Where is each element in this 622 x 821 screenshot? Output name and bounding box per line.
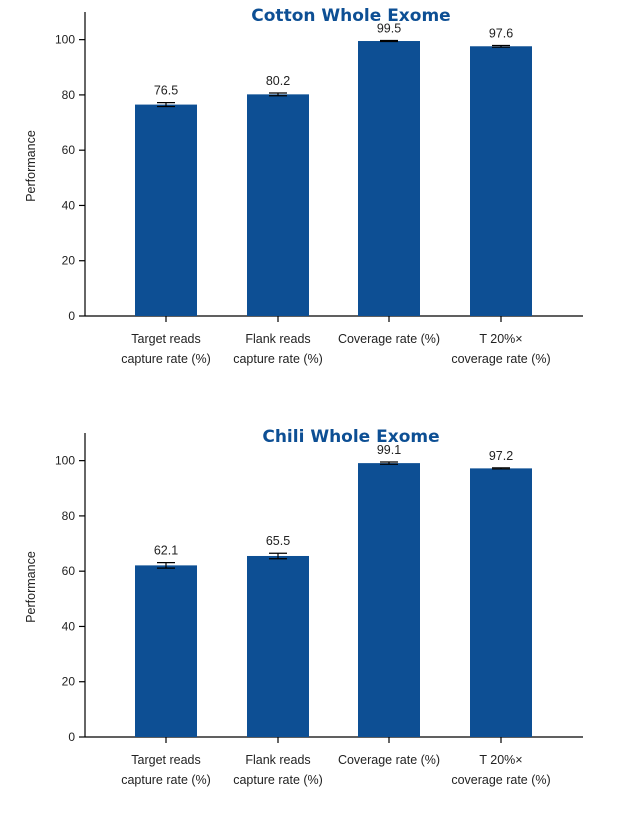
data-label: 97.6 [489,26,513,40]
x-tick-label-line: Coverage rate (%) [338,753,440,767]
y-tick-label: 40 [62,198,76,212]
y-tick-label: 60 [62,564,76,578]
y-tick-label: 60 [62,143,76,157]
x-tick-label-line: T 20%× [479,332,522,346]
data-label: 76.5 [154,84,178,98]
y-axis-label: Performance [24,130,38,202]
x-tick-label: Coverage rate (%) [338,753,440,767]
bar [247,555,309,737]
cotton-exome-chart: Cotton Whole Exome 0 20 40 60 80 100 Performanc… [24,6,583,366]
x-tick-label-line: coverage rate (%) [451,352,550,366]
y-tick-label: 0 [68,730,75,744]
y-tick-label: 80 [62,88,76,102]
bar [470,46,532,316]
x-tick-label-line: capture rate (%) [121,773,211,787]
x-tick-label-line: capture rate (%) [233,352,323,366]
chart-title: Chili Whole Exome [262,427,439,447]
data-label: 62.1 [154,544,178,558]
x-tick-label-line: Flank reads [245,332,310,346]
x-tick-label-line: Flank reads [245,753,310,767]
y-tick-label: 40 [62,619,76,633]
chili-exome-chart: Chili Whole Exome 0 20 40 60 80 100 Performance… [24,427,583,787]
x-tick-label-line: T 20%× [479,753,522,767]
y-tick-label: 20 [62,254,76,268]
data-label: 99.5 [377,21,401,35]
y-tick-label: 100 [55,33,75,47]
bar [135,565,197,737]
x-tick-label: T 20%× coverage rate (%) [451,753,550,787]
x-tick-label-line: Target reads [131,753,200,767]
chart-title: Cotton Whole Exome [251,6,450,26]
bar [135,104,197,316]
data-label: 99.1 [377,443,401,457]
data-label: 97.2 [489,449,513,463]
x-tick-label: Target reads capture rate (%) [121,332,211,366]
x-tick-label: Target reads capture rate (%) [121,753,211,787]
bar [247,94,309,317]
bar [358,463,420,737]
y-tick-label: 80 [62,509,76,523]
x-tick-label-line: Coverage rate (%) [338,332,440,346]
x-tick-label-line: Target reads [131,332,200,346]
y-tick-label: 0 [68,309,75,323]
chart-panel-chili: Chili Whole Exome 0 20 40 60 80 100 Performance… [0,421,622,821]
y-tick-label: 20 [62,675,76,689]
x-tick-label: Flank reads capture rate (%) [233,332,323,366]
x-tick-label: T 20%× coverage rate (%) [451,332,550,366]
y-axis-label: Performance [24,551,38,623]
x-tick-label: Flank reads capture rate (%) [233,753,323,787]
x-tick-label: Coverage rate (%) [338,332,440,346]
bar [470,468,532,737]
bar [358,41,420,316]
y-tick-label: 100 [55,454,75,468]
data-label: 80.2 [266,74,290,88]
x-tick-label-line: coverage rate (%) [451,773,550,787]
x-tick-label-line: capture rate (%) [233,773,323,787]
chart-panel-cotton: Cotton Whole Exome 0 20 40 60 80 100 Performanc… [0,0,622,400]
data-label: 65.5 [266,534,290,548]
x-tick-label-line: capture rate (%) [121,352,211,366]
